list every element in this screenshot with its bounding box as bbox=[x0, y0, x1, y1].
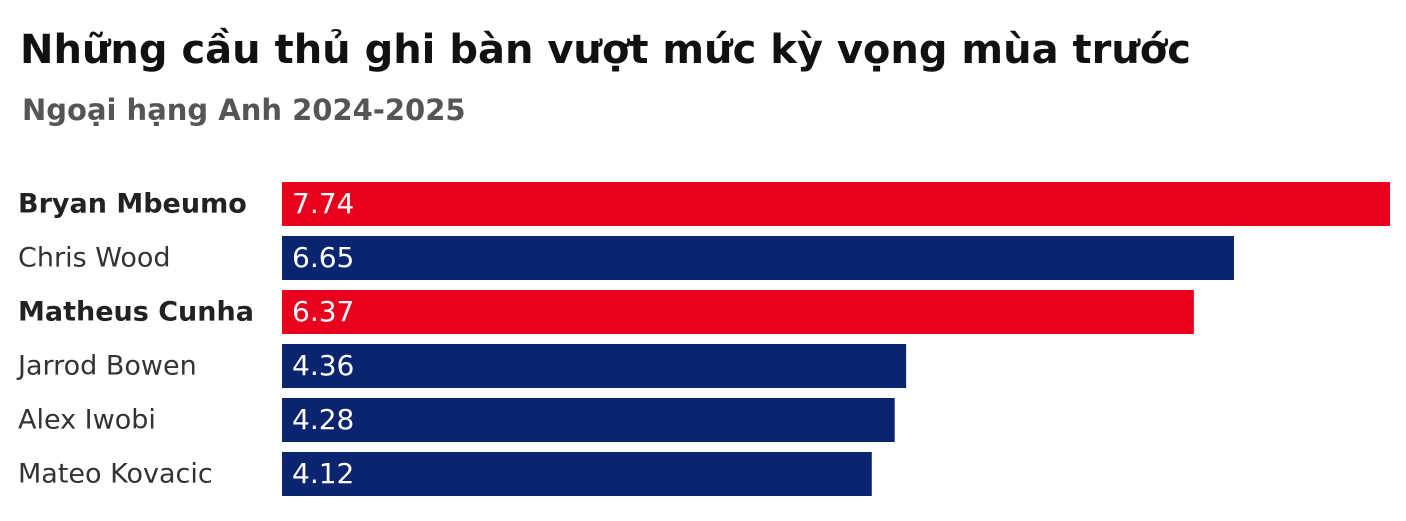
category-label: Jarrod Bowen bbox=[16, 351, 197, 382]
value-label: 6.65 bbox=[292, 241, 354, 274]
bar bbox=[282, 452, 872, 496]
bar bbox=[282, 344, 907, 388]
value-label: 4.12 bbox=[292, 457, 354, 490]
bar bbox=[282, 290, 1194, 334]
category-label: Mateo Kovacic bbox=[18, 459, 213, 490]
bar bbox=[282, 398, 895, 442]
chart-subtitle: Ngoại hạng Anh 2024-2025 bbox=[22, 93, 466, 127]
value-label: 6.37 bbox=[292, 295, 354, 328]
category-label: Alex Iwobi bbox=[18, 405, 156, 436]
value-label: 4.36 bbox=[292, 349, 354, 382]
category-label: Chris Wood bbox=[18, 243, 171, 274]
bar bbox=[282, 182, 1390, 226]
bar bbox=[282, 236, 1234, 280]
chart-title: Những cầu thủ ghi bàn vượt mức kỳ vọng m… bbox=[20, 27, 1191, 73]
value-label: 4.28 bbox=[292, 403, 354, 436]
category-label: Bryan Mbeumo bbox=[18, 189, 247, 220]
category-label: Matheus Cunha bbox=[18, 297, 254, 328]
value-label: 7.74 bbox=[292, 187, 354, 220]
